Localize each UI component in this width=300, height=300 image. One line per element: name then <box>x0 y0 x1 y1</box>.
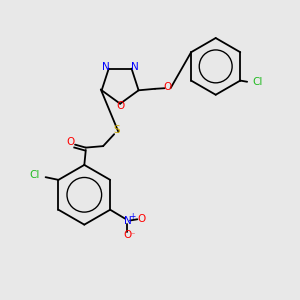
Text: O: O <box>164 82 172 92</box>
Text: N: N <box>131 62 138 72</box>
Text: O: O <box>116 101 124 111</box>
Text: O: O <box>137 214 145 224</box>
Text: Cl: Cl <box>253 77 263 87</box>
Text: O: O <box>123 230 132 240</box>
Text: Cl: Cl <box>29 170 40 180</box>
Text: ⁻: ⁻ <box>130 230 134 239</box>
Text: +: + <box>129 212 136 221</box>
Text: N: N <box>102 62 110 72</box>
Text: S: S <box>114 125 121 135</box>
Text: N: N <box>124 216 131 226</box>
Text: O: O <box>67 136 75 147</box>
